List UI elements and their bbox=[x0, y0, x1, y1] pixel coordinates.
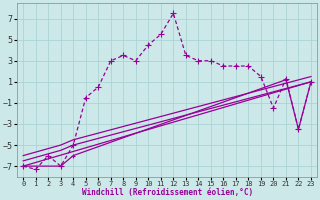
X-axis label: Windchill (Refroidissement éolien,°C): Windchill (Refroidissement éolien,°C) bbox=[82, 188, 253, 197]
